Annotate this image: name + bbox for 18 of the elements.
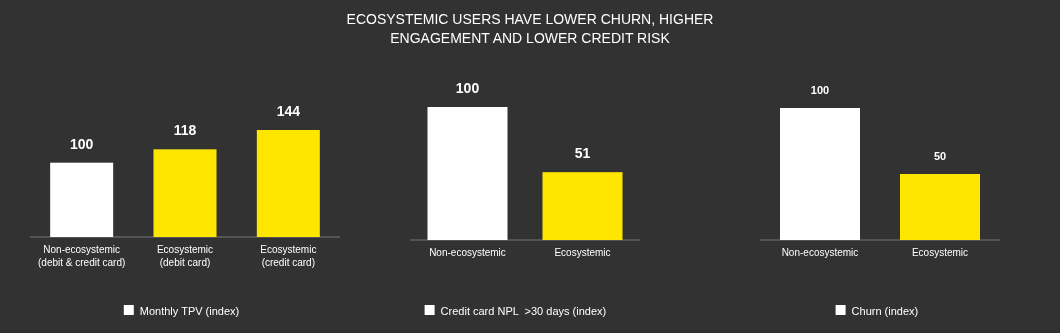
data-label: 100 xyxy=(810,84,830,96)
x-tick-label: Ecosystemic (credit card) xyxy=(260,244,317,268)
x-tick-label: Non-ecosystemic (debit & credit card) xyxy=(38,244,126,268)
x-tick-label: Ecosystemic xyxy=(911,247,969,258)
x-tick-label: Ecosystemic xyxy=(554,247,611,258)
data-label: 144 xyxy=(276,103,301,119)
data-label: 51 xyxy=(574,145,591,162)
x-tick-label: Non-ecosystemic xyxy=(781,247,859,258)
data-label: 118 xyxy=(173,122,197,139)
x-tick-label: Ecosystemic (debit card) xyxy=(156,244,214,268)
text: ECOSYSTEMIC USERS HAVE LOWER CHURN, HIGHER ENGAGEMENT AND LOWER CREDIT RISK xyxy=(346,11,714,46)
legend-label: Monthly TPV (index) xyxy=(139,305,240,317)
data-label: 100 xyxy=(69,135,94,152)
legend-label: Churn (index) xyxy=(851,305,919,317)
data-label: 50 xyxy=(933,150,947,162)
data-label: 100 xyxy=(455,80,480,96)
x-tick-label: Non-ecosystemic xyxy=(429,247,506,258)
legend-label: Credit card NPL >30 days (index) xyxy=(440,305,607,317)
